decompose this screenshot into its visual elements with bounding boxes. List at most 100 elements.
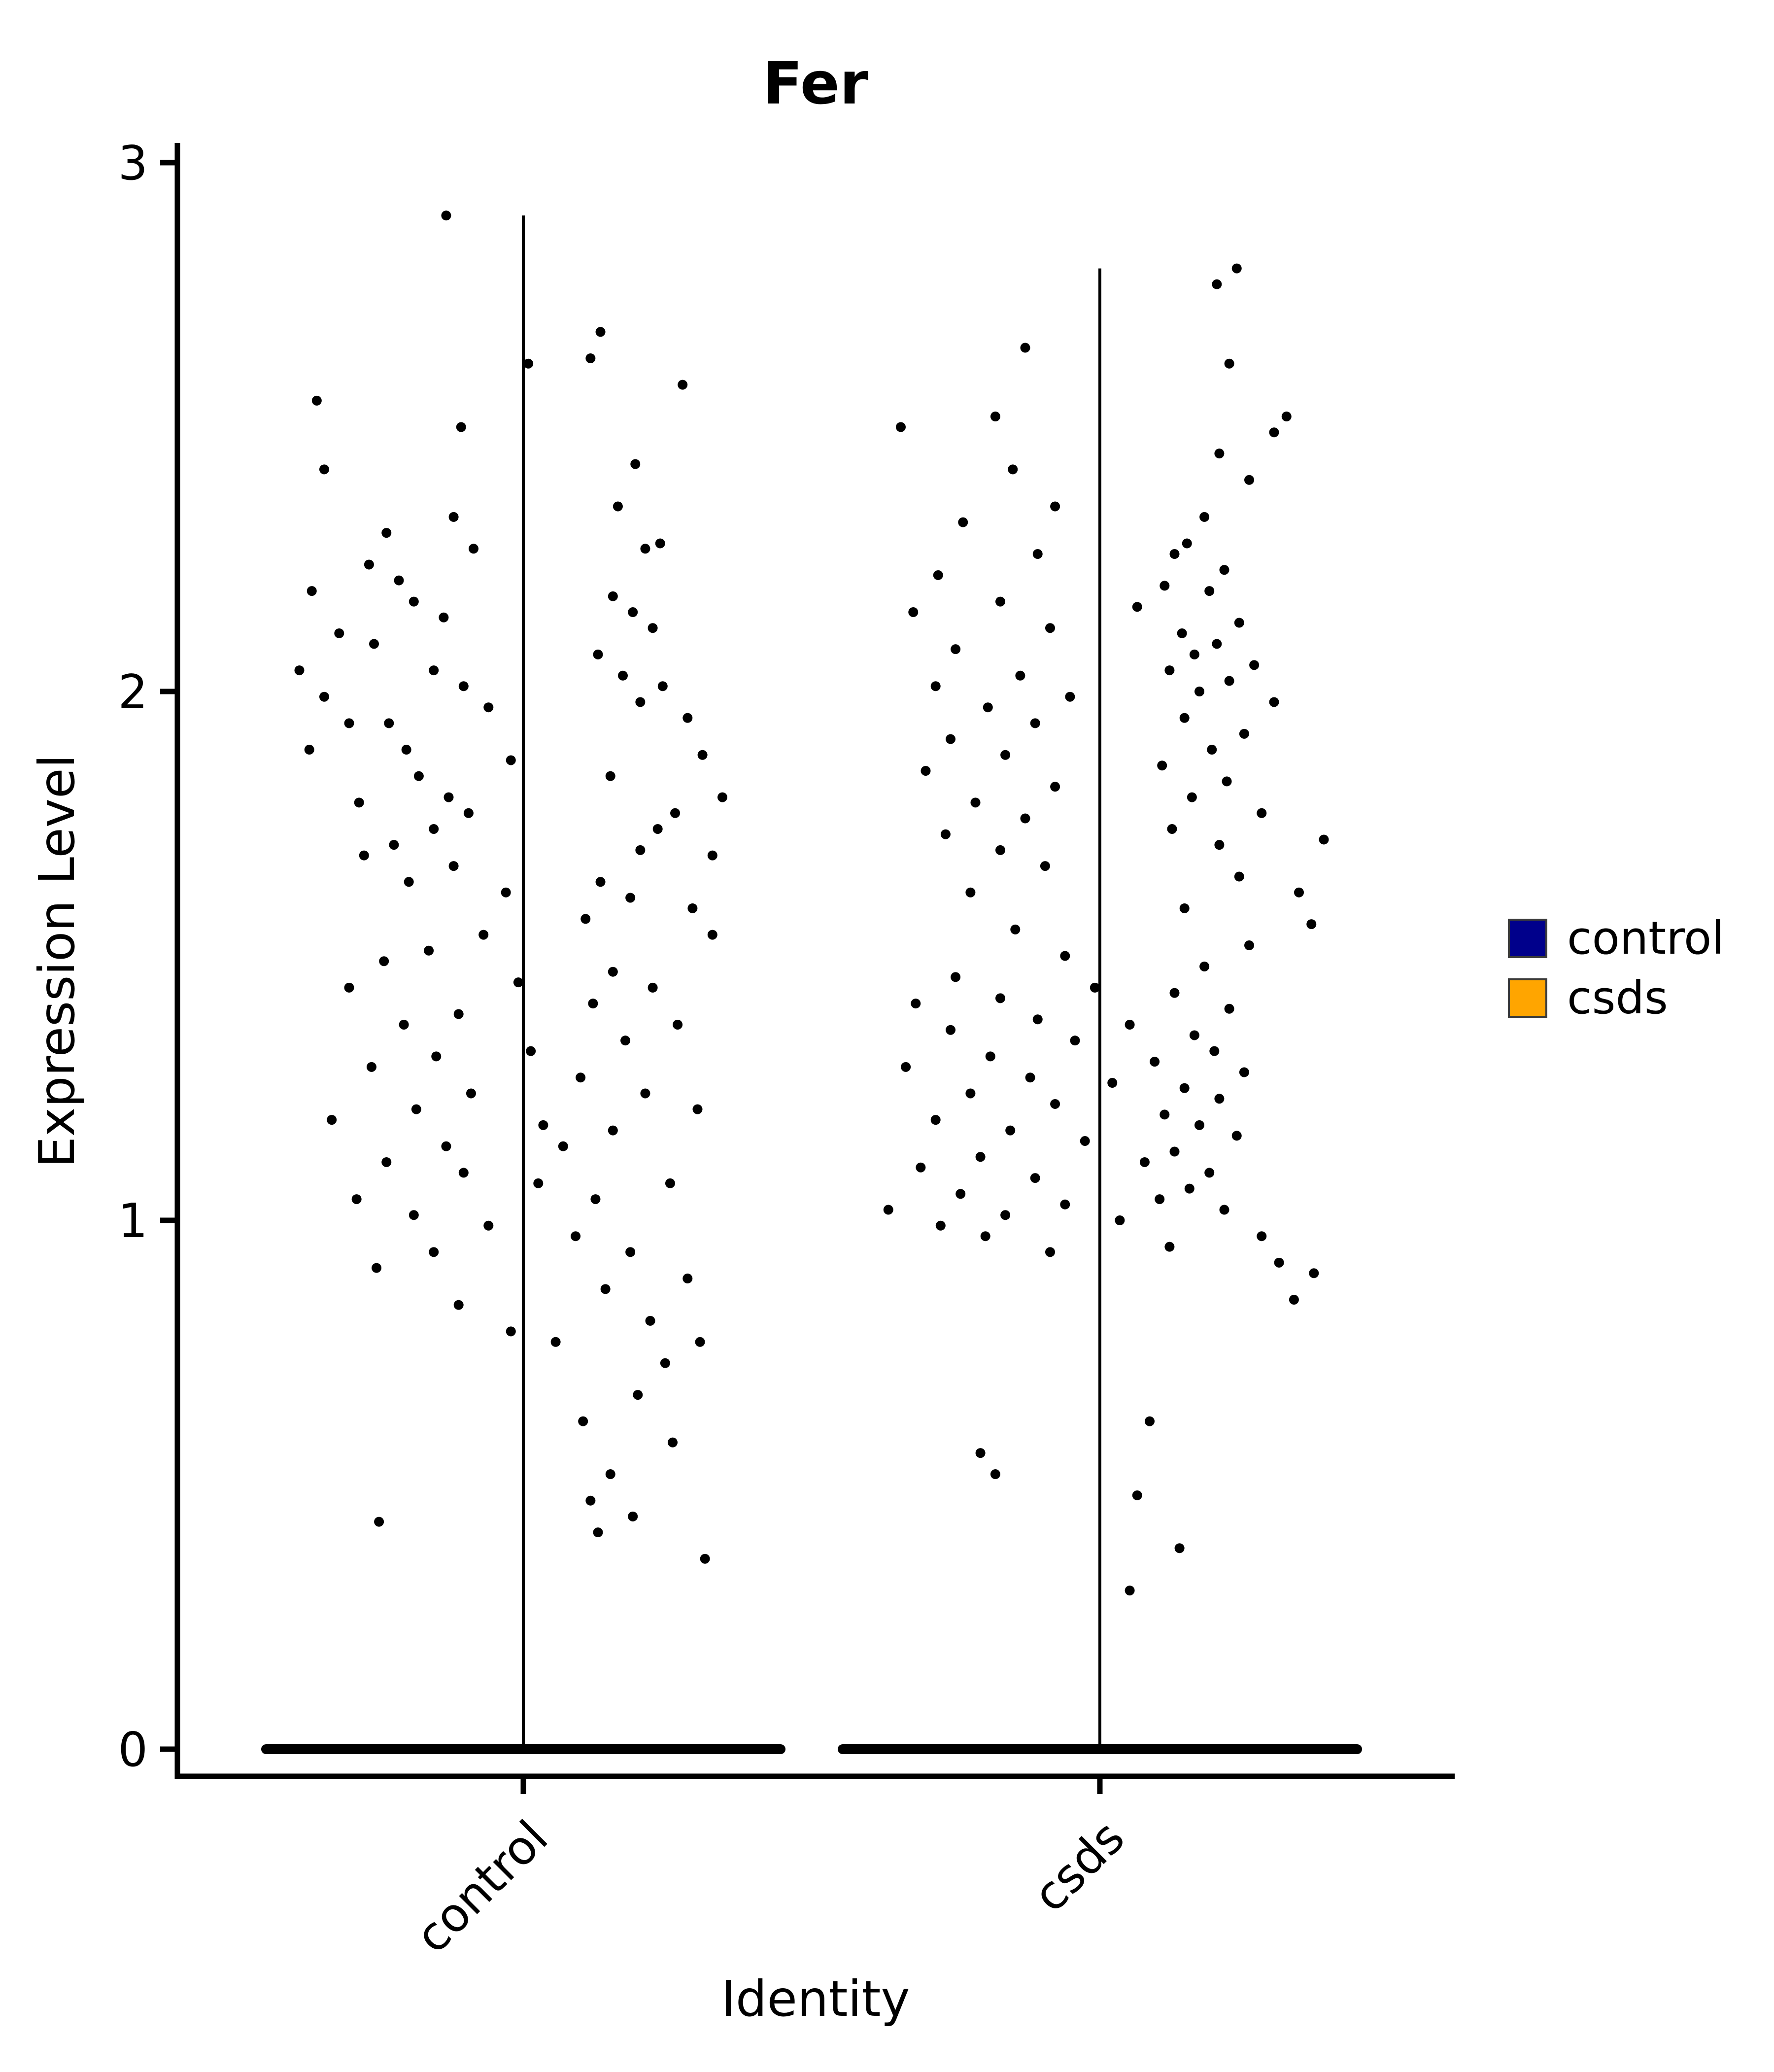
cell-point (980, 1231, 990, 1242)
cell-point (1182, 538, 1192, 549)
axis-ticks: 0 1 2 3 control csds (118, 137, 1135, 1964)
cell-point (1189, 649, 1199, 659)
cell-point (1212, 639, 1222, 649)
cell-point (366, 1062, 376, 1072)
cell-point (1107, 1078, 1118, 1088)
cell-point (940, 829, 951, 839)
cell-point (424, 945, 434, 956)
cell-point (1132, 602, 1142, 612)
cell-point (995, 845, 1005, 855)
cell-point (652, 824, 663, 834)
cell-point (585, 353, 596, 364)
cell-point (668, 1437, 678, 1448)
legend-swatch-control (1508, 918, 1547, 958)
cell-point (1005, 1125, 1016, 1136)
cell-point (1065, 691, 1075, 702)
cell-point (625, 1247, 636, 1257)
cell-point (1169, 549, 1180, 559)
cell-point (1157, 760, 1167, 771)
cell-point (1239, 1067, 1249, 1077)
cell-point (453, 1009, 464, 1019)
cell-point (1269, 427, 1279, 438)
cell-point (930, 1115, 941, 1125)
cell-point (692, 1104, 703, 1114)
cell-point (678, 380, 688, 390)
cell-point (995, 596, 1005, 607)
cell-point (431, 1051, 442, 1062)
cell-point (1234, 618, 1244, 628)
cell-point (409, 596, 419, 607)
cell-point (911, 999, 921, 1009)
cell-point (908, 607, 919, 618)
cell-point (682, 713, 693, 723)
cell-point (590, 1194, 601, 1205)
cell-point (1231, 263, 1242, 274)
cell-point (448, 861, 459, 871)
cell-point (1224, 358, 1234, 369)
cell-point (1000, 750, 1011, 760)
cell-point (1174, 1543, 1185, 1554)
cell-point (469, 544, 478, 554)
cell-point (439, 612, 449, 622)
cell-point (1219, 1205, 1229, 1215)
cell-point (381, 1157, 392, 1167)
cell-point (930, 681, 941, 691)
cell-point (608, 591, 618, 601)
cell-point (933, 570, 943, 580)
cell-point (506, 755, 516, 765)
cell-point (513, 977, 523, 988)
cell-point (1160, 581, 1170, 591)
cell-point (1179, 1083, 1190, 1093)
cell-point (896, 422, 906, 432)
cell-point (687, 903, 698, 913)
cell-point (1257, 1231, 1267, 1242)
cell-point (648, 982, 658, 993)
cell-point (665, 1178, 675, 1188)
cell-point (344, 982, 354, 993)
cell-point (1199, 512, 1210, 522)
y-tick-label: 3 (118, 137, 148, 191)
cell-point (429, 665, 439, 676)
legend-swatch-csds (1508, 978, 1547, 1018)
cell-point (935, 1220, 946, 1231)
cell-point (635, 697, 646, 707)
cell-point (1132, 1490, 1142, 1500)
cell-point (1090, 982, 1100, 993)
cell-point (501, 887, 511, 898)
cell-point (344, 718, 354, 728)
cell-point (1294, 887, 1304, 898)
cell-point (595, 877, 606, 887)
cell-point (921, 765, 931, 776)
cell-point (364, 559, 374, 570)
cell-point (682, 1274, 693, 1284)
cell-point (965, 887, 976, 898)
x-tick-label-control: control (406, 1810, 559, 1964)
cell-point (351, 1194, 362, 1205)
cell-point (1224, 676, 1234, 686)
cell-point (700, 1554, 710, 1564)
cell-point (334, 628, 344, 638)
cell-point (466, 1088, 476, 1099)
cell-point (1239, 728, 1249, 739)
legend-label-csds: csds (1567, 971, 1668, 1024)
cell-point (1306, 919, 1317, 930)
cell-point (1207, 745, 1217, 755)
cell-point (990, 412, 1000, 422)
cell-point (975, 1152, 986, 1162)
cell-point (1060, 1199, 1070, 1209)
cell-point (369, 639, 379, 649)
cell-point (394, 575, 404, 586)
cell-point (1224, 1003, 1234, 1014)
cell-point (946, 1025, 955, 1035)
cell-point (640, 544, 650, 554)
cell-point (657, 681, 668, 691)
cell-point (593, 1527, 603, 1538)
cell-point (673, 1019, 683, 1030)
cell-point (655, 538, 665, 549)
legend-item-csds: csds (1508, 971, 1724, 1024)
cell-point (608, 967, 618, 977)
cell-point (311, 395, 322, 406)
cell-point (576, 1072, 586, 1083)
cell-point (618, 670, 628, 681)
